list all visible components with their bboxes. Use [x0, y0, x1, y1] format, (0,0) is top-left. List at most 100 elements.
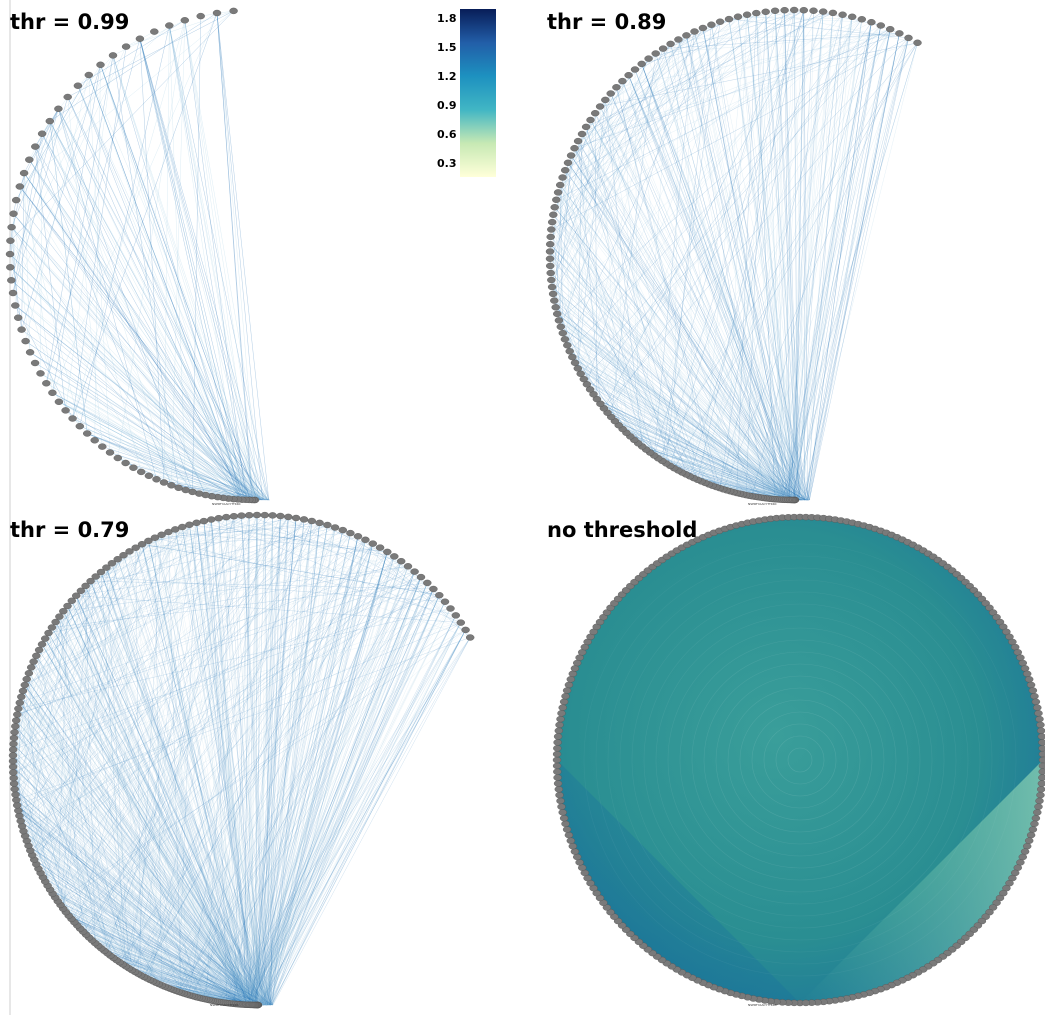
edge-line	[98, 945, 271, 1006]
edge-line	[139, 38, 251, 501]
edge-line	[106, 567, 246, 1006]
edge-line	[260, 595, 440, 1006]
edge-line	[570, 155, 808, 501]
edge-line	[58, 401, 218, 498]
edge-line	[787, 29, 891, 501]
edge-line	[21, 696, 271, 1006]
edge-line	[596, 398, 798, 501]
graph-node	[8, 757, 18, 765]
graph-node	[1030, 820, 1039, 827]
edge-line	[161, 534, 471, 638]
edge-line	[13, 743, 257, 1006]
edge-line	[12, 755, 162, 986]
edge-line	[17, 714, 264, 1006]
edge-line	[44, 638, 252, 1006]
edge-line	[15, 305, 73, 419]
edge-line	[569, 351, 789, 501]
edge-line	[137, 973, 256, 1006]
edge-line	[104, 950, 256, 1006]
edge-line	[148, 540, 247, 1006]
edge-line	[246, 577, 422, 1005]
edge-line	[35, 146, 66, 411]
graph-node	[828, 9, 838, 17]
edge-line	[251, 571, 415, 1006]
edge-line	[100, 571, 268, 1006]
edge-line	[18, 810, 266, 1006]
graph-node	[682, 32, 691, 39]
edge-line	[270, 551, 388, 1006]
graph-node	[157, 531, 166, 538]
edge-line	[17, 805, 271, 1006]
edge-line	[125, 966, 245, 1006]
edge-line	[267, 527, 336, 1006]
edge-line	[28, 845, 269, 1006]
edge-line	[365, 539, 471, 638]
edge-line	[44, 638, 90, 938]
edge-line	[746, 14, 794, 501]
graph-node	[15, 699, 24, 706]
edge-line	[71, 600, 259, 1006]
edge-line	[254, 595, 440, 1006]
edge-line	[19, 815, 258, 1006]
edge-line	[59, 616, 249, 1006]
graph-node	[562, 687, 572, 694]
edge-line	[9, 253, 255, 501]
edge-line	[32, 854, 248, 1006]
edge-line	[574, 28, 891, 149]
edge-line	[15, 794, 154, 982]
edge-line	[264, 515, 273, 1006]
graph-node	[558, 809, 567, 816]
edge-line	[211, 519, 255, 1006]
edge-line	[23, 830, 271, 1006]
edge-line	[15, 794, 75, 923]
edge-line	[30, 850, 114, 959]
edge-line	[169, 25, 248, 501]
edge-line	[756, 13, 776, 500]
graph-node	[121, 43, 131, 50]
edge-line	[63, 611, 254, 1006]
edge-line	[776, 10, 805, 500]
graph-node	[601, 96, 610, 104]
edge-line	[63, 536, 359, 612]
edge-line	[13, 777, 253, 1006]
edge-line	[252, 517, 297, 1006]
edge-line	[235, 601, 446, 1005]
edge-line	[95, 942, 257, 1006]
edge-line	[18, 708, 260, 1006]
edge-line	[685, 474, 795, 501]
edge-line	[614, 420, 796, 501]
edge-line	[16, 805, 75, 923]
edge-line	[255, 520, 313, 1006]
edge-line	[241, 515, 267, 1006]
edge-line	[19, 702, 267, 1006]
node-label: NSPRTYAACYTTKKC	[212, 502, 241, 506]
edge-line	[30, 850, 253, 1006]
edge-line	[128, 967, 259, 1006]
graph-node	[857, 16, 866, 23]
edge-line	[89, 937, 273, 1006]
edge-line	[88, 74, 111, 453]
edge-line	[678, 39, 791, 500]
edge-line	[549, 251, 794, 501]
edge-line	[794, 16, 853, 501]
edge-line	[24, 684, 246, 1006]
edge-line	[41, 133, 245, 501]
edge-line	[107, 514, 258, 954]
graph-node	[252, 511, 262, 519]
graph-node	[558, 704, 567, 711]
edge-line	[55, 621, 84, 932]
edge-line	[191, 571, 415, 996]
edge-line	[559, 184, 564, 334]
edge-line	[797, 29, 891, 501]
panel-thr-0.79: NSPRTYAACYTTKKC thr = 0.79	[8, 511, 475, 1009]
edge-line	[226, 517, 231, 1004]
edge-line	[203, 521, 252, 1006]
edge-line	[11, 227, 262, 501]
edge-line	[22, 520, 312, 692]
edge-line	[774, 10, 784, 501]
edge-line	[268, 571, 415, 1006]
edge-line	[85, 585, 258, 1006]
edge-line	[149, 526, 183, 980]
edge-line	[119, 556, 395, 963]
edge-line	[551, 286, 800, 501]
